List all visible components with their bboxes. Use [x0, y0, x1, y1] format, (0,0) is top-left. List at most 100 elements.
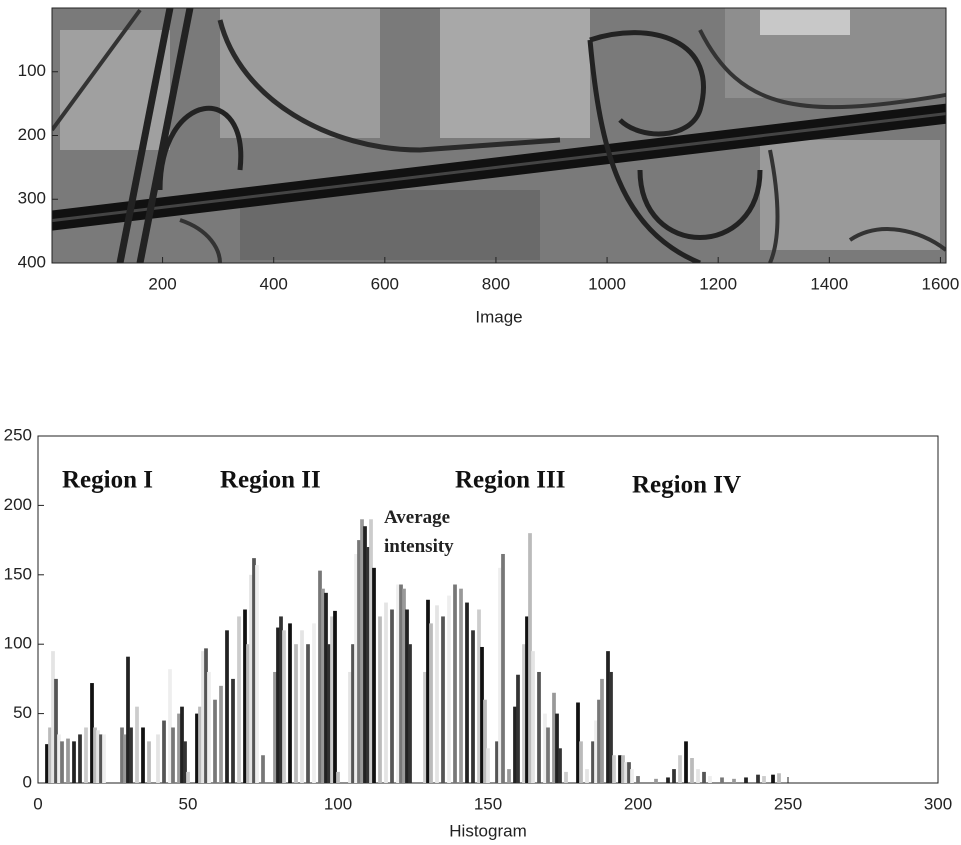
bar [531, 651, 535, 783]
bar [369, 519, 373, 783]
bar [606, 651, 610, 783]
bar [600, 678, 604, 783]
bar [528, 533, 532, 783]
annotation: Region I [62, 467, 153, 494]
bar [333, 610, 337, 783]
bar [477, 609, 481, 783]
bar [744, 777, 748, 783]
y-tick-label: 100 [18, 61, 46, 80]
x-tick-label: 250 [774, 794, 802, 813]
bar [162, 720, 166, 783]
bar [636, 776, 640, 783]
bar [471, 630, 475, 783]
bar [72, 741, 76, 783]
bar [201, 651, 205, 783]
x-tick-label: 800 [482, 274, 510, 293]
bar [48, 727, 52, 783]
annotation: Region II [220, 467, 321, 494]
bar [90, 683, 94, 783]
bar [219, 685, 223, 783]
bar [255, 565, 259, 783]
bar [453, 584, 457, 783]
bar [102, 734, 106, 783]
bar [180, 706, 184, 783]
bar [141, 727, 145, 783]
bar [585, 769, 589, 783]
bar [186, 771, 190, 783]
bar [321, 588, 325, 783]
bar [684, 741, 688, 783]
bar [123, 734, 127, 783]
bar [99, 734, 103, 783]
bar [207, 671, 211, 783]
bar [513, 706, 517, 783]
bar [93, 727, 97, 783]
y-tick-label: 400 [18, 252, 46, 271]
bar [273, 671, 277, 783]
bar [312, 623, 316, 783]
bar [51, 651, 55, 783]
bar [597, 699, 601, 783]
x-tick-label: 600 [371, 274, 399, 293]
bar [690, 758, 694, 783]
bar [678, 755, 682, 783]
bar [501, 553, 505, 783]
bar [498, 567, 502, 783]
bar [288, 623, 292, 783]
x-tick-label: 1400 [810, 274, 848, 293]
bar [45, 744, 49, 783]
bar [552, 692, 556, 783]
annotation: Region III [455, 467, 565, 494]
bar [459, 588, 463, 783]
y-tick-label: 200 [4, 495, 32, 514]
bar [771, 774, 775, 783]
bar [54, 678, 58, 783]
bar [66, 738, 70, 783]
bar [168, 669, 172, 783]
bar [225, 630, 229, 783]
bar [183, 741, 187, 783]
bar [732, 778, 736, 783]
bar [666, 777, 670, 783]
bar [516, 674, 520, 783]
bar [360, 519, 364, 783]
bar [135, 706, 139, 783]
y-tick-label: 150 [4, 564, 32, 583]
bar [402, 588, 406, 783]
bar [237, 616, 241, 783]
annotation: Average intensity [384, 507, 454, 557]
bar [621, 755, 625, 783]
bar [576, 702, 580, 783]
y-tick-label: 300 [18, 189, 46, 208]
bar [618, 755, 622, 783]
x-axis-label: Image [475, 307, 522, 326]
aerial-image [52, 8, 946, 263]
bar [522, 644, 526, 783]
bar [261, 755, 265, 783]
bar [720, 777, 724, 783]
x-tick-label: 0 [33, 794, 42, 813]
x-tick-label: 400 [260, 274, 288, 293]
bar [777, 773, 781, 783]
bar [156, 734, 160, 783]
bar [702, 771, 706, 783]
bar [243, 609, 247, 783]
bar [672, 769, 676, 783]
bar [327, 644, 331, 783]
bar [525, 616, 529, 783]
y-tick-label: 50 [13, 703, 32, 722]
bar [84, 727, 88, 783]
bar [543, 713, 547, 783]
bar [357, 540, 361, 783]
bar [564, 771, 568, 783]
y-tick-label: 250 [4, 425, 32, 444]
bar [447, 595, 451, 783]
x-tick-label: 1600 [922, 274, 960, 293]
x-tick-label: 1000 [588, 274, 626, 293]
bar [495, 741, 499, 783]
bar [300, 630, 304, 783]
bar [624, 762, 628, 783]
bar [318, 570, 322, 783]
x-tick-label: 1200 [699, 274, 737, 293]
